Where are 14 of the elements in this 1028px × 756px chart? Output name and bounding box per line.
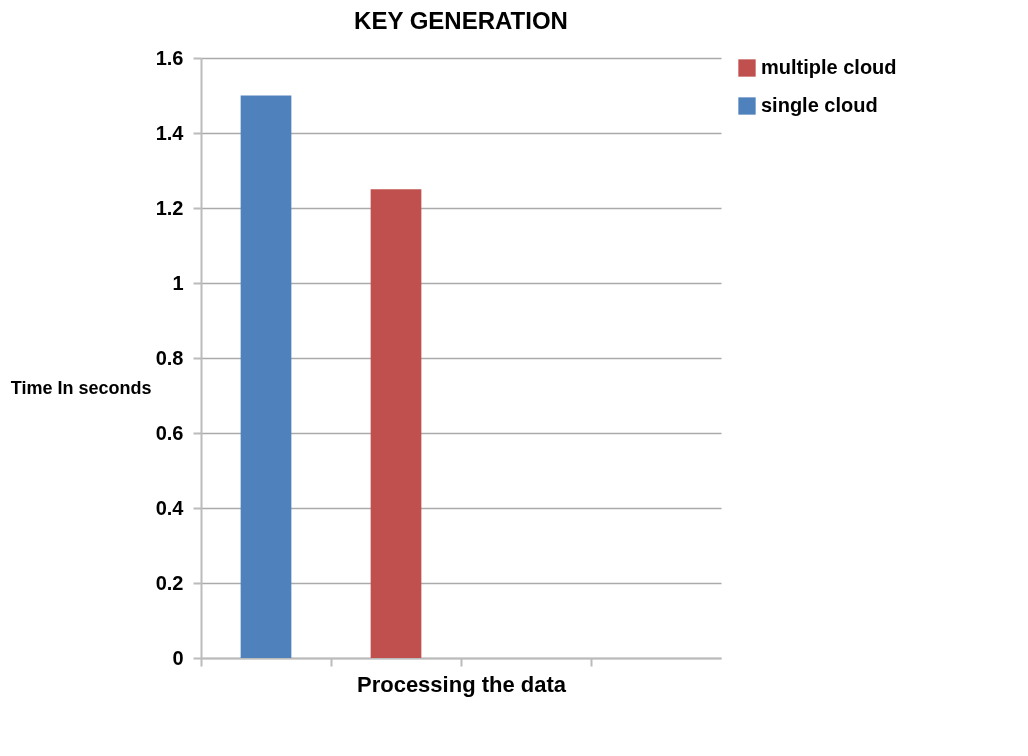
y-tick-label: 0.8 — [155, 346, 184, 369]
y-tick-label: 1 — [172, 271, 184, 294]
y-tick-label: 1.2 — [155, 196, 184, 219]
y-tick-label: 0.4 — [155, 496, 185, 519]
y-tick-label: 0.2 — [155, 571, 184, 594]
y-tick-label: 0 — [172, 646, 184, 669]
x-axis-title: Processing the data — [356, 671, 567, 697]
y-tick-label: 1.4 — [155, 121, 185, 144]
chart-title: KEY GENERATION — [354, 7, 568, 34]
y-axis-title: Time In seconds — [10, 377, 152, 398]
legend-label: single cloud — [761, 94, 878, 116]
legend-label: multiple cloud — [761, 56, 897, 78]
y-tick-label: 0.6 — [155, 421, 184, 444]
y-tick-label: 1.6 — [155, 46, 184, 69]
